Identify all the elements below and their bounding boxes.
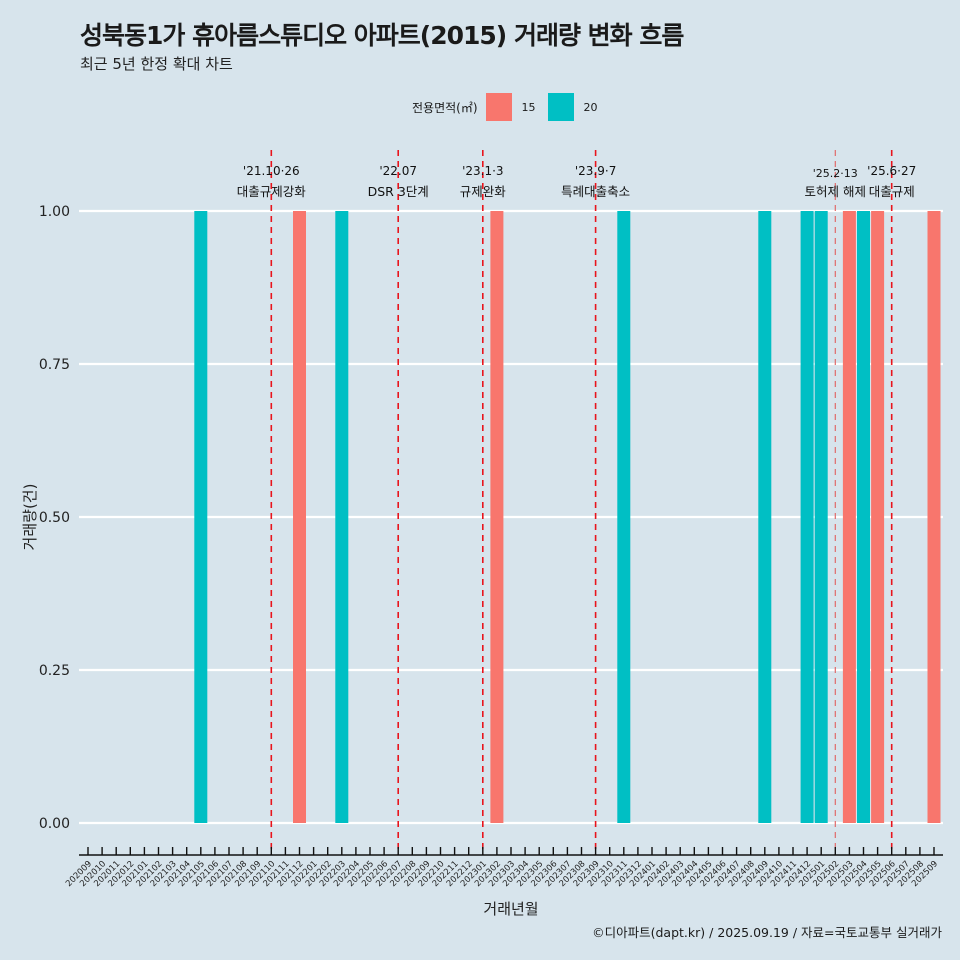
y-tick-label: 1.00: [39, 204, 70, 220]
bar-202501-20: [814, 211, 828, 823]
gridlines: [79, 209, 943, 825]
event-label: 규제완화: [460, 184, 507, 199]
bar-202203-20: [335, 211, 349, 823]
bar-202302-15: [490, 211, 504, 823]
event-label: 토허제 해제: [805, 184, 866, 199]
bar-202112-15: [293, 211, 306, 823]
x-axis: 2020092020102020112020122021012021022021…: [64, 847, 943, 889]
event-label: DSR 3단계: [368, 184, 429, 199]
y-tick-label: 0.00: [39, 816, 70, 832]
event-date: '21.10·26: [243, 164, 300, 178]
bar-202509-15: [927, 211, 941, 823]
y-axis: 0.00 0.25 0.50 0.75 1.00: [39, 204, 70, 832]
legend-label-15: 15: [521, 100, 536, 114]
event-label: 특례대출축소: [561, 184, 630, 199]
bar-202503-15: [842, 211, 856, 823]
event-date: '23.1·3: [462, 164, 503, 178]
event-lines: '21.10·26 대출규제강화 '22.07 DSR 3단계 '23.1·3 규제완화 '…: [237, 150, 916, 855]
y-tick-label: 0.25: [39, 663, 70, 679]
x-axis-label: 거래년월: [483, 900, 538, 918]
legend-title: 전용면적(㎡): [412, 100, 478, 115]
source-caption: ©디아파트(dapt.kr) / 2025.09.19 / 자료=국토교통부 실…: [592, 925, 942, 940]
bar-202311-20: [617, 211, 631, 823]
legend-label-20: 20: [583, 100, 598, 114]
legend-key-20: [547, 93, 574, 121]
bar-202409-20: [758, 211, 772, 823]
event-date: '22.07: [379, 164, 417, 178]
bar-202105-20: [194, 211, 208, 823]
event-label: 대출규제: [869, 184, 915, 199]
y-tick-label: 0.75: [39, 357, 70, 373]
chart-subtitle: 최근 5년 한정 확대 차트: [80, 55, 233, 73]
chart-title: 성북동1가 휴아름스튜디오 아파트(2015) 거래량 변화 흐름: [80, 21, 684, 50]
bar-202505-15: [871, 211, 885, 823]
legend-key-15: [485, 93, 512, 121]
y-axis-label: 거래량(건): [21, 484, 39, 551]
y-tick-label: 0.50: [39, 510, 70, 526]
legend: 전용면적(㎡) 15 20: [412, 93, 610, 121]
bar-202504-20: [857, 211, 870, 823]
bar-202412-20: [800, 211, 814, 823]
event-date: '25.6·27: [867, 164, 916, 178]
event-label: 대출규제강화: [237, 184, 307, 199]
event-date: '23.9·7: [575, 164, 616, 178]
event-date: '25.2·13: [813, 167, 858, 180]
bars: [194, 211, 941, 823]
